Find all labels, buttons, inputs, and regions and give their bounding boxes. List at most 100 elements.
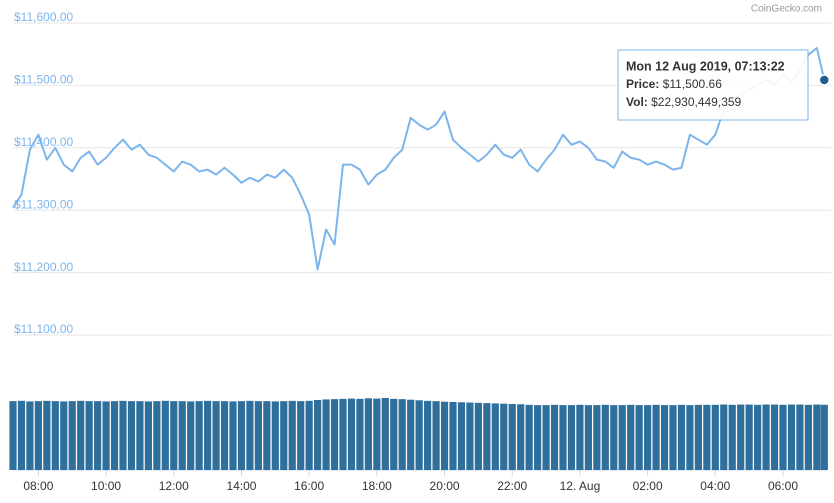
volume-bar bbox=[754, 404, 762, 470]
volume-bar bbox=[305, 400, 313, 470]
volume-bar bbox=[246, 400, 254, 470]
volume-bars bbox=[9, 398, 828, 470]
volume-bar bbox=[34, 401, 42, 470]
volume-bar bbox=[229, 401, 237, 470]
volume-bar bbox=[627, 404, 635, 470]
hover-marker bbox=[818, 74, 831, 86]
volume-bar bbox=[660, 405, 669, 470]
x-tick-label: 16:00 bbox=[294, 479, 324, 493]
y-tick-label: $11,300.00 bbox=[14, 197, 73, 211]
volume-bar bbox=[204, 400, 212, 470]
volume-bar bbox=[820, 404, 828, 470]
volume-bar bbox=[762, 404, 770, 470]
x-tick-label: 04:00 bbox=[700, 479, 730, 493]
volume-bar bbox=[271, 401, 279, 470]
x-tick-label: 02:00 bbox=[633, 479, 663, 493]
volume-bar bbox=[466, 402, 474, 470]
tooltip-vol-label: Vol: bbox=[626, 95, 648, 109]
volume-bar bbox=[576, 404, 584, 470]
volume-bar bbox=[94, 401, 102, 470]
volume-bar bbox=[136, 401, 144, 470]
volume-bar bbox=[314, 399, 322, 470]
y-tick-label: $11,600.00 bbox=[14, 10, 73, 24]
volume-bar bbox=[407, 399, 415, 470]
volume-bar bbox=[212, 401, 220, 470]
volume-bar bbox=[432, 401, 440, 470]
tooltip-vol-value: $22,930,449,359 bbox=[651, 95, 741, 109]
volume-bar bbox=[17, 400, 26, 470]
volume-bar bbox=[68, 401, 76, 470]
volume-bar bbox=[178, 401, 186, 470]
volume-bar bbox=[288, 400, 296, 470]
volume-bar bbox=[652, 404, 660, 470]
volume-bar bbox=[263, 401, 271, 470]
price-line bbox=[12, 46, 831, 271]
volume-bar bbox=[373, 398, 381, 470]
volume-bar bbox=[440, 401, 449, 470]
tooltip-date: Mon 12 Aug 2019, 07:13:22 bbox=[626, 59, 785, 73]
volume-bar bbox=[170, 401, 178, 470]
tooltip-vol: Vol: $22,930,449,359 bbox=[626, 95, 742, 109]
volume-bar bbox=[720, 404, 728, 470]
volume-bar bbox=[390, 398, 398, 470]
volume-bar bbox=[60, 401, 68, 470]
volume-bar bbox=[398, 399, 406, 470]
x-tick-label: 22:00 bbox=[497, 479, 527, 493]
volume-bar bbox=[280, 401, 288, 470]
x-tick-label: 18:00 bbox=[362, 479, 392, 493]
volume-bar bbox=[187, 401, 195, 470]
tooltip-price-value: $11,500.66 bbox=[663, 77, 722, 91]
tooltip-price: Price: $11,500.66 bbox=[626, 77, 722, 91]
volume-bar bbox=[559, 405, 567, 470]
volume-bar bbox=[796, 404, 804, 470]
volume-bar bbox=[779, 404, 787, 470]
volume-bar bbox=[593, 405, 601, 470]
x-tick-label: 08:00 bbox=[23, 479, 53, 493]
volume-bar bbox=[322, 399, 330, 470]
volume-bar bbox=[297, 401, 305, 470]
volume-bar bbox=[364, 398, 372, 470]
x-tick-label: 20:00 bbox=[430, 479, 460, 493]
watermark: CoinGecko.com bbox=[751, 4, 822, 15]
volume-bar bbox=[119, 400, 127, 470]
volume-bar bbox=[517, 404, 525, 470]
volume-bar bbox=[703, 404, 711, 470]
volume-bar bbox=[237, 401, 246, 470]
volume-bar bbox=[195, 401, 203, 470]
volume-bar bbox=[127, 401, 136, 470]
volume-bar bbox=[669, 405, 677, 470]
volume-bar bbox=[711, 404, 719, 470]
volume-bar bbox=[508, 403, 516, 470]
x-tick-label: 14:00 bbox=[226, 479, 256, 493]
volume-bar bbox=[787, 404, 796, 470]
y-tick-label: $11,500.00 bbox=[14, 73, 73, 87]
tooltip: Mon 12 Aug 2019, 07:13:22 Price: $11,500… bbox=[617, 49, 809, 121]
volume-bar bbox=[330, 399, 339, 470]
volume-bar bbox=[26, 401, 34, 470]
volume-bar bbox=[804, 404, 812, 470]
y-tick-label: $11,200.00 bbox=[14, 260, 73, 274]
volume-bar bbox=[43, 400, 51, 470]
y-tick-label: $11,400.00 bbox=[14, 135, 73, 149]
volume-bar bbox=[339, 398, 347, 470]
volume-bar bbox=[737, 404, 745, 470]
volume-bar bbox=[161, 400, 169, 470]
x-tick-label: 12:00 bbox=[159, 479, 189, 493]
volume-bar bbox=[474, 402, 482, 470]
volume-bar bbox=[525, 404, 533, 470]
price-line bbox=[12, 46, 826, 271]
volume-bar bbox=[542, 405, 550, 470]
volume-bar bbox=[483, 403, 491, 470]
volume-bar bbox=[550, 404, 559, 470]
y-tick-label: $11,100.00 bbox=[14, 322, 73, 336]
tooltip-price-label: Price: bbox=[626, 77, 659, 91]
axis-labels: $11,100.00 $11,200.00 $11,300.00 $11,400.00… bbox=[14, 10, 798, 493]
volume-bar bbox=[584, 405, 592, 470]
volume-bar bbox=[567, 405, 576, 470]
volume-bar bbox=[644, 405, 652, 470]
volume-bar bbox=[347, 398, 356, 470]
volume-bar bbox=[457, 402, 466, 470]
volume-bar bbox=[635, 405, 643, 470]
x-tick-label: 10:00 bbox=[91, 479, 121, 493]
